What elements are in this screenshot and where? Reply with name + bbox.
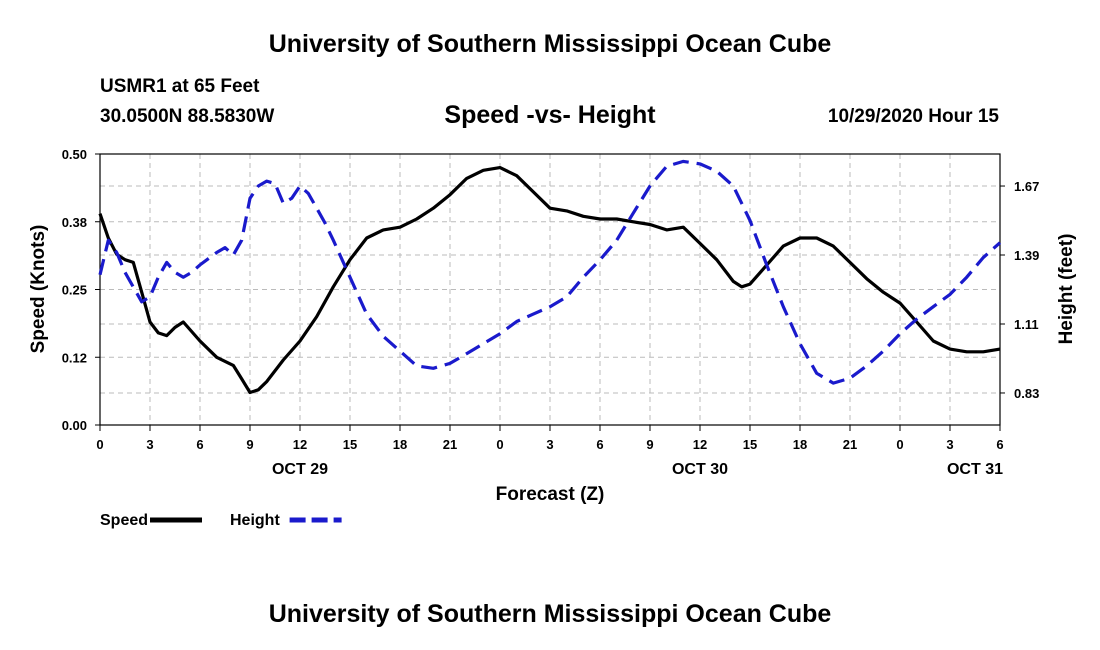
series-line-height xyxy=(98,159,1002,385)
x-tick-label: 3 xyxy=(146,437,153,452)
x-tick-label: 21 xyxy=(843,437,857,452)
coordinates-label: 30.0500N 88.5830W xyxy=(100,106,275,127)
x-tick-label: 15 xyxy=(343,437,357,452)
y2-axis-title: Height (feet) xyxy=(1056,234,1077,345)
x-tick-label: 9 xyxy=(246,437,253,452)
legend-label-speed: Speed xyxy=(100,512,148,529)
y-tick-label: 0.25 xyxy=(62,283,87,298)
y-tick-label: 0.50 xyxy=(62,147,87,162)
page-title: University of Southern Mississippi Ocean… xyxy=(268,30,832,58)
x-date-label: OCT 31 xyxy=(947,461,1003,478)
y-tick-label: 0.38 xyxy=(62,215,87,230)
x-tick-label: 6 xyxy=(596,437,603,452)
x-tick-label: 18 xyxy=(793,437,807,452)
x-date-label: OCT 30 xyxy=(672,461,728,478)
x-tick-label: 6 xyxy=(996,437,1003,452)
chart-title: Speed -vs- Height xyxy=(444,101,656,129)
x-axis-title: Forecast (Z) xyxy=(496,484,605,505)
x-tick-label: 9 xyxy=(646,437,653,452)
y-tick-label: 0.12 xyxy=(62,350,87,365)
y2-tick-label: 1.67 xyxy=(1014,179,1039,194)
x-tick-label: 12 xyxy=(693,437,707,452)
x-tick-label: 0 xyxy=(896,437,903,452)
forecast-datestamp: 10/29/2020 Hour 15 xyxy=(827,106,999,127)
y2-tick-label: 1.11 xyxy=(1014,317,1039,332)
x-tick-label: 3 xyxy=(546,437,553,452)
y2-tick-label: 1.39 xyxy=(1014,248,1039,263)
x-tick-label: 15 xyxy=(743,437,757,452)
x-tick-label: 6 xyxy=(196,437,203,452)
x-tick-label: 18 xyxy=(393,437,407,452)
x-tick-label: 21 xyxy=(443,437,457,452)
y-tick-label: 0.00 xyxy=(62,418,87,433)
series-line-speed xyxy=(98,166,1001,395)
x-date-label: OCT 29 xyxy=(272,461,328,478)
x-tick-label: 12 xyxy=(293,437,307,452)
legend-label-height: Height xyxy=(230,512,280,529)
station-label: USMR1 at 65 Feet xyxy=(100,76,260,97)
y2-tick-label: 0.83 xyxy=(1014,386,1039,401)
x-tick-label: 0 xyxy=(96,437,103,452)
y-axis-title: Speed (Knots) xyxy=(28,225,49,354)
footer-title: University of Southern Mississippi Ocean… xyxy=(268,600,832,628)
x-tick-label: 3 xyxy=(946,437,953,452)
x-tick-label: 0 xyxy=(496,437,503,452)
